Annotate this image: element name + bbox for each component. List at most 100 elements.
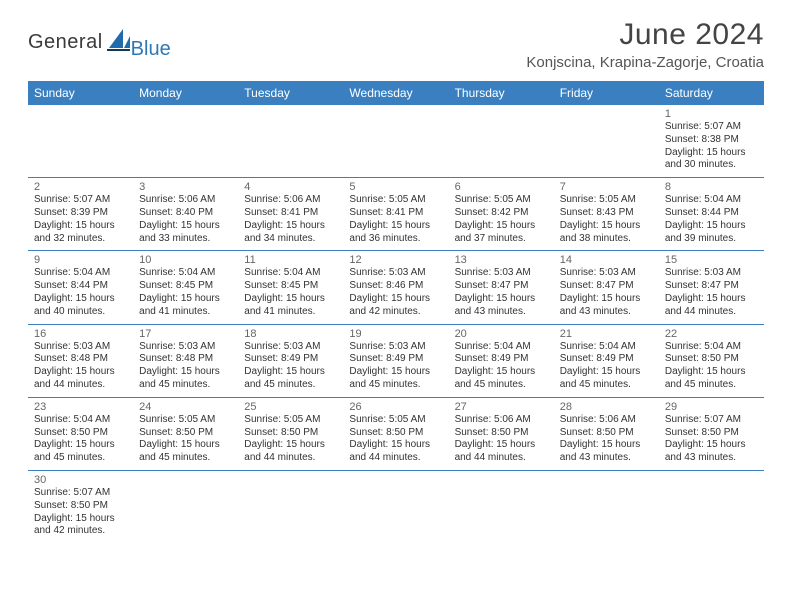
calendar-cell [343, 105, 448, 178]
day-number: 6 [455, 181, 548, 193]
weekday-header: Friday [554, 81, 659, 105]
calendar-cell [449, 470, 554, 543]
day-number: 12 [349, 254, 442, 266]
calendar-cell: 29Sunrise: 5:07 AMSunset: 8:50 PMDayligh… [659, 397, 764, 470]
calendar-cell: 2Sunrise: 5:07 AMSunset: 8:39 PMDaylight… [28, 178, 133, 251]
calendar-cell: 23Sunrise: 5:04 AMSunset: 8:50 PMDayligh… [28, 397, 133, 470]
day-number: 5 [349, 181, 442, 193]
month-title: June 2024 [526, 18, 764, 52]
day-info: Sunrise: 5:03 AMSunset: 8:47 PMDaylight:… [455, 267, 548, 318]
day-info: Sunrise: 5:03 AMSunset: 8:49 PMDaylight:… [244, 341, 337, 392]
calendar-cell [343, 470, 448, 543]
day-info: Sunrise: 5:05 AMSunset: 8:50 PMDaylight:… [139, 414, 232, 465]
day-number: 28 [560, 401, 653, 413]
calendar-cell: 11Sunrise: 5:04 AMSunset: 8:45 PMDayligh… [238, 251, 343, 324]
day-info: Sunrise: 5:07 AMSunset: 8:50 PMDaylight:… [34, 487, 127, 538]
day-number: 2 [34, 181, 127, 193]
calendar-cell: 24Sunrise: 5:05 AMSunset: 8:50 PMDayligh… [133, 397, 238, 470]
day-number: 29 [665, 401, 758, 413]
day-number: 22 [665, 328, 758, 340]
calendar-cell: 16Sunrise: 5:03 AMSunset: 8:48 PMDayligh… [28, 324, 133, 397]
day-number: 18 [244, 328, 337, 340]
day-info: Sunrise: 5:07 AMSunset: 8:38 PMDaylight:… [665, 121, 758, 172]
day-info: Sunrise: 5:06 AMSunset: 8:50 PMDaylight:… [560, 414, 653, 465]
calendar-header-row: SundayMondayTuesdayWednesdayThursdayFrid… [28, 81, 764, 105]
day-number: 25 [244, 401, 337, 413]
day-number: 23 [34, 401, 127, 413]
calendar-cell: 27Sunrise: 5:06 AMSunset: 8:50 PMDayligh… [449, 397, 554, 470]
weekday-header: Saturday [659, 81, 764, 105]
weekday-header: Monday [133, 81, 238, 105]
calendar-cell: 12Sunrise: 5:03 AMSunset: 8:46 PMDayligh… [343, 251, 448, 324]
day-info: Sunrise: 5:05 AMSunset: 8:50 PMDaylight:… [244, 414, 337, 465]
brand-logo: General Blue [28, 18, 171, 61]
calendar-cell [238, 470, 343, 543]
day-number: 17 [139, 328, 232, 340]
day-info: Sunrise: 5:04 AMSunset: 8:50 PMDaylight:… [34, 414, 127, 465]
calendar-table: SundayMondayTuesdayWednesdayThursdayFrid… [28, 81, 764, 543]
calendar-cell: 1Sunrise: 5:07 AMSunset: 8:38 PMDaylight… [659, 105, 764, 178]
sail-icon [105, 26, 131, 59]
day-info: Sunrise: 5:06 AMSunset: 8:41 PMDaylight:… [244, 194, 337, 245]
day-number: 14 [560, 254, 653, 266]
day-number: 27 [455, 401, 548, 413]
calendar-row: 30Sunrise: 5:07 AMSunset: 8:50 PMDayligh… [28, 470, 764, 543]
calendar-cell: 6Sunrise: 5:05 AMSunset: 8:42 PMDaylight… [449, 178, 554, 251]
weekday-header: Wednesday [343, 81, 448, 105]
day-info: Sunrise: 5:05 AMSunset: 8:43 PMDaylight:… [560, 194, 653, 245]
day-info: Sunrise: 5:04 AMSunset: 8:49 PMDaylight:… [560, 341, 653, 392]
day-info: Sunrise: 5:03 AMSunset: 8:47 PMDaylight:… [560, 267, 653, 318]
day-number: 26 [349, 401, 442, 413]
calendar-cell: 5Sunrise: 5:05 AMSunset: 8:41 PMDaylight… [343, 178, 448, 251]
day-number: 16 [34, 328, 127, 340]
day-number: 7 [560, 181, 653, 193]
calendar-cell: 17Sunrise: 5:03 AMSunset: 8:48 PMDayligh… [133, 324, 238, 397]
calendar-cell: 25Sunrise: 5:05 AMSunset: 8:50 PMDayligh… [238, 397, 343, 470]
calendar-cell [554, 105, 659, 178]
day-info: Sunrise: 5:05 AMSunset: 8:50 PMDaylight:… [349, 414, 442, 465]
day-number: 8 [665, 181, 758, 193]
day-info: Sunrise: 5:07 AMSunset: 8:39 PMDaylight:… [34, 194, 127, 245]
calendar-cell [133, 470, 238, 543]
calendar-cell: 20Sunrise: 5:04 AMSunset: 8:49 PMDayligh… [449, 324, 554, 397]
calendar-cell [133, 105, 238, 178]
calendar-cell: 9Sunrise: 5:04 AMSunset: 8:44 PMDaylight… [28, 251, 133, 324]
day-number: 10 [139, 254, 232, 266]
day-number: 3 [139, 181, 232, 193]
title-block: June 2024 Konjscina, Krapina-Zagorje, Cr… [526, 18, 764, 71]
day-number: 21 [560, 328, 653, 340]
location-text: Konjscina, Krapina-Zagorje, Croatia [526, 54, 764, 71]
day-number: 24 [139, 401, 232, 413]
page: General Blue June 2024 Konjscina, Krapin… [0, 0, 792, 612]
calendar-cell: 4Sunrise: 5:06 AMSunset: 8:41 PMDaylight… [238, 178, 343, 251]
calendar-cell: 13Sunrise: 5:03 AMSunset: 8:47 PMDayligh… [449, 251, 554, 324]
calendar-cell: 14Sunrise: 5:03 AMSunset: 8:47 PMDayligh… [554, 251, 659, 324]
day-info: Sunrise: 5:04 AMSunset: 8:44 PMDaylight:… [665, 194, 758, 245]
calendar-cell [659, 470, 764, 543]
brand-text-general: General [28, 31, 103, 54]
calendar-cell: 21Sunrise: 5:04 AMSunset: 8:49 PMDayligh… [554, 324, 659, 397]
calendar-cell [554, 470, 659, 543]
calendar-cell: 7Sunrise: 5:05 AMSunset: 8:43 PMDaylight… [554, 178, 659, 251]
day-info: Sunrise: 5:07 AMSunset: 8:50 PMDaylight:… [665, 414, 758, 465]
calendar-row: 9Sunrise: 5:04 AMSunset: 8:44 PMDaylight… [28, 251, 764, 324]
day-info: Sunrise: 5:04 AMSunset: 8:50 PMDaylight:… [665, 341, 758, 392]
calendar-cell: 15Sunrise: 5:03 AMSunset: 8:47 PMDayligh… [659, 251, 764, 324]
day-number: 13 [455, 254, 548, 266]
weekday-header: Sunday [28, 81, 133, 105]
calendar-cell: 28Sunrise: 5:06 AMSunset: 8:50 PMDayligh… [554, 397, 659, 470]
day-info: Sunrise: 5:04 AMSunset: 8:44 PMDaylight:… [34, 267, 127, 318]
day-info: Sunrise: 5:03 AMSunset: 8:46 PMDaylight:… [349, 267, 442, 318]
day-number: 15 [665, 254, 758, 266]
calendar-cell: 3Sunrise: 5:06 AMSunset: 8:40 PMDaylight… [133, 178, 238, 251]
weekday-header: Tuesday [238, 81, 343, 105]
day-number: 4 [244, 181, 337, 193]
calendar-row: 16 Sunrise: 5:03 AMSunset: 8:48 PMDayligh… [28, 324, 764, 397]
day-number: 9 [34, 254, 127, 266]
day-info: Sunrise: 5:03 AMSunset: 8:48 PMDaylight:… [139, 341, 232, 392]
day-info: Sunrise: 5:06 AMSunset: 8:50 PMDaylight:… [455, 414, 548, 465]
day-info: Sunrise: 5:05 AMSunset: 8:42 PMDaylight:… [455, 194, 548, 245]
calendar-cell: 18Sunrise: 5:03 AMSunset: 8:49 PMDayligh… [238, 324, 343, 397]
brand-text-blue: Blue [131, 38, 171, 61]
calendar-cell [28, 105, 133, 178]
